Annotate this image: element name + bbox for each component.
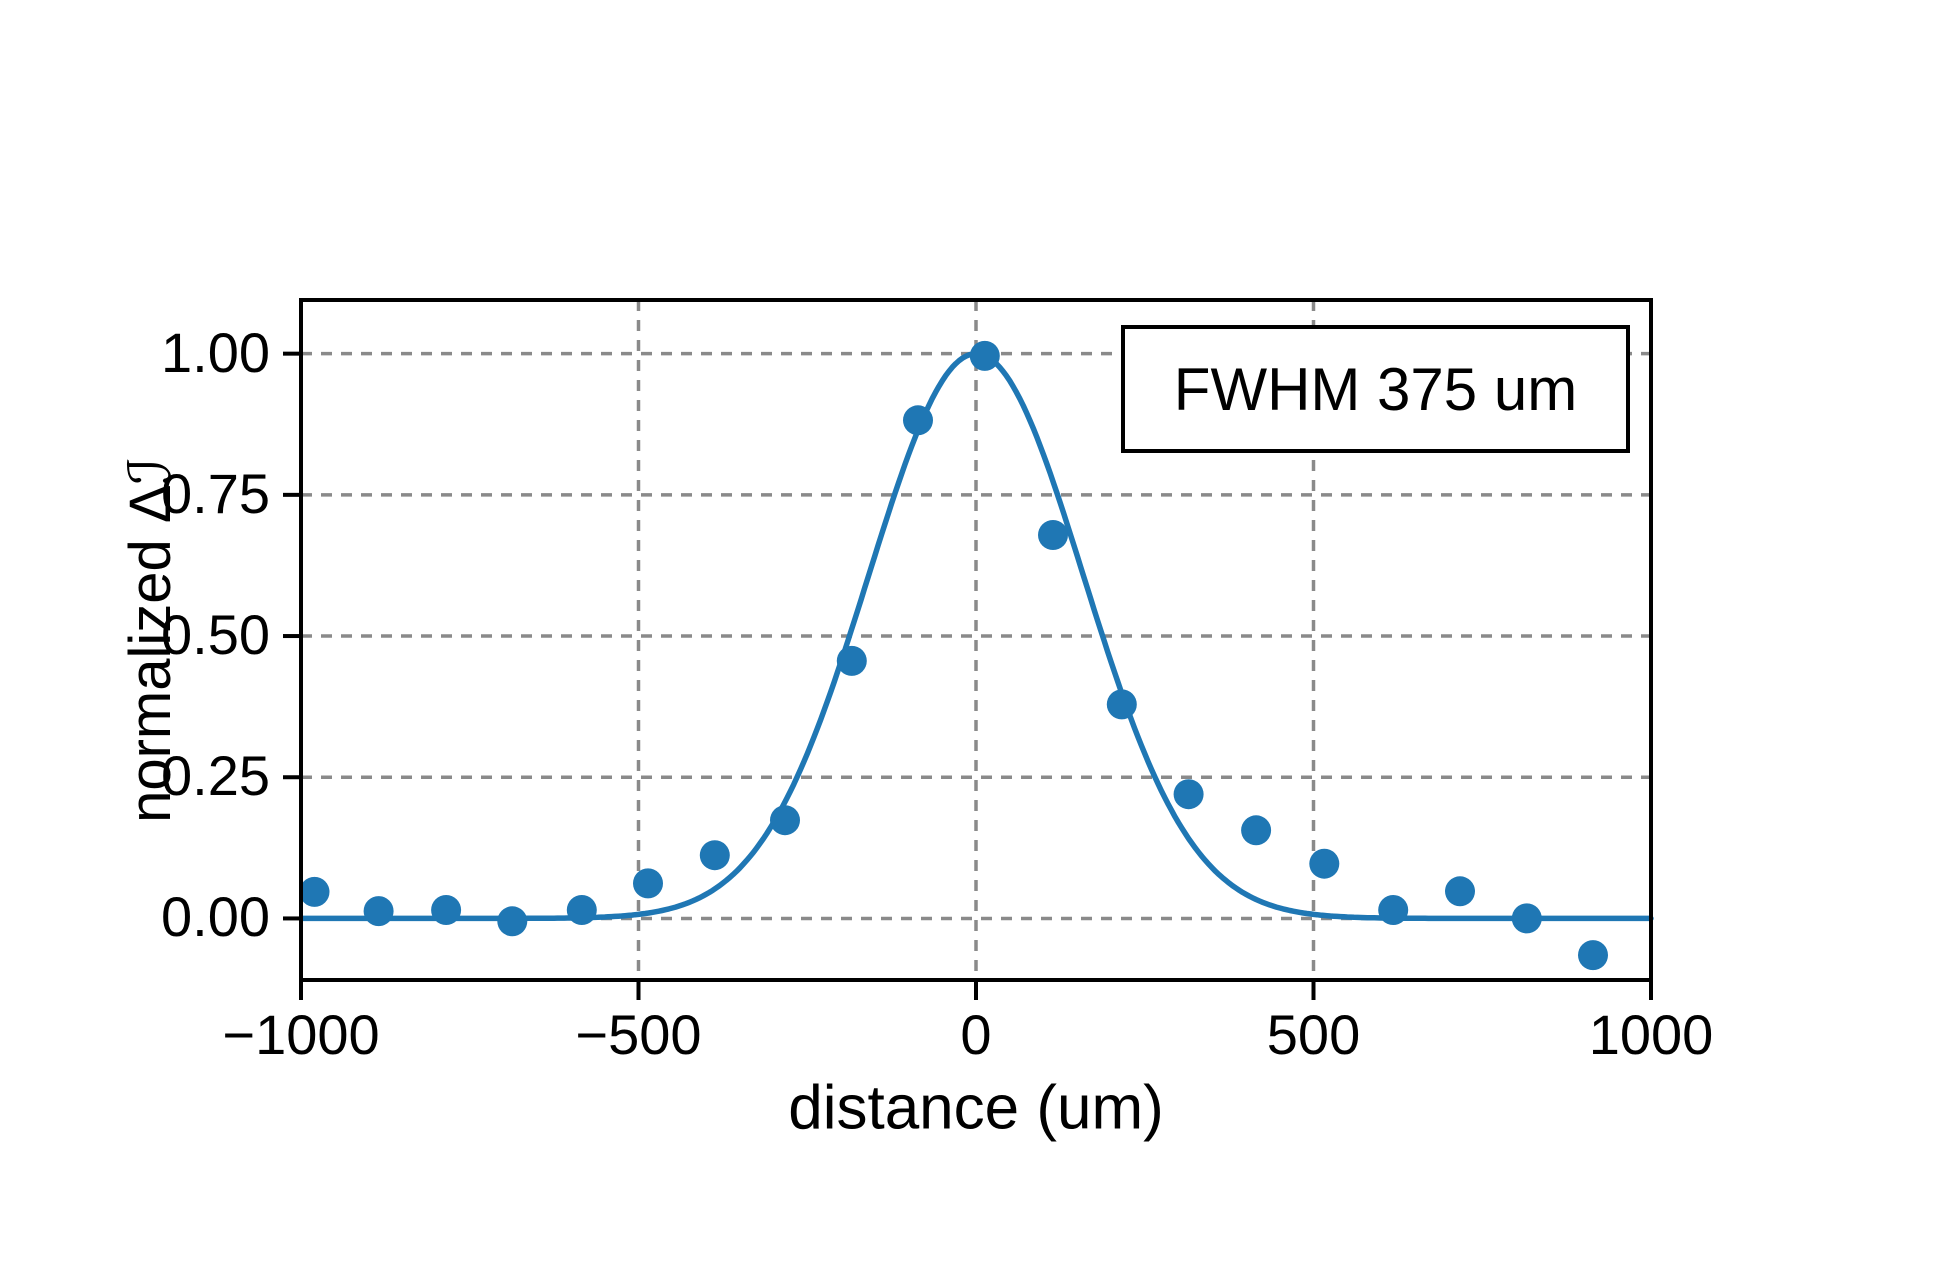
- x-axis-label: distance (um): [788, 1073, 1164, 1143]
- fwhm-legend-text: FWHM 375 um: [1173, 355, 1578, 423]
- data-point: [566, 895, 597, 925]
- data-point: [497, 906, 528, 937]
- data-point: [1378, 895, 1409, 925]
- data-point: [836, 645, 867, 676]
- data-point: [633, 868, 663, 899]
- x-tick-label: 500: [1266, 1003, 1361, 1066]
- x-tick-label: 0: [960, 1003, 992, 1066]
- y-tick-label: 0.50: [161, 603, 270, 667]
- data-point: [1445, 876, 1475, 907]
- y-tick-label: 1.00: [161, 320, 270, 384]
- x-tick-label: 1000: [1588, 1003, 1714, 1066]
- data-point: [1309, 848, 1340, 879]
- data-point: [903, 405, 933, 436]
- data-point: [1106, 689, 1137, 720]
- data-point: [431, 895, 462, 925]
- y-tick-label: 0.75: [161, 461, 270, 525]
- x-tick-label: −1000: [222, 1003, 380, 1066]
- data-point: [363, 896, 394, 927]
- data-point: [699, 840, 730, 871]
- y-axis-label: normalized Δℐ: [118, 457, 183, 823]
- y-tick-label: 0.00: [161, 885, 270, 949]
- data-point: [1578, 940, 1608, 971]
- fwhm-legend-box: FWHM 375 um: [1121, 325, 1630, 453]
- data-point: [1511, 903, 1542, 934]
- data-point: [1241, 815, 1272, 846]
- data-point: [1038, 520, 1068, 550]
- data-point: [299, 876, 330, 907]
- data-point: [770, 805, 800, 836]
- x-tick-label: −500: [575, 1003, 702, 1066]
- data-point: [1173, 779, 1204, 810]
- data-point: [969, 340, 1000, 371]
- plot-border: [299, 298, 1653, 982]
- y-tick-label: 0.25: [161, 744, 270, 808]
